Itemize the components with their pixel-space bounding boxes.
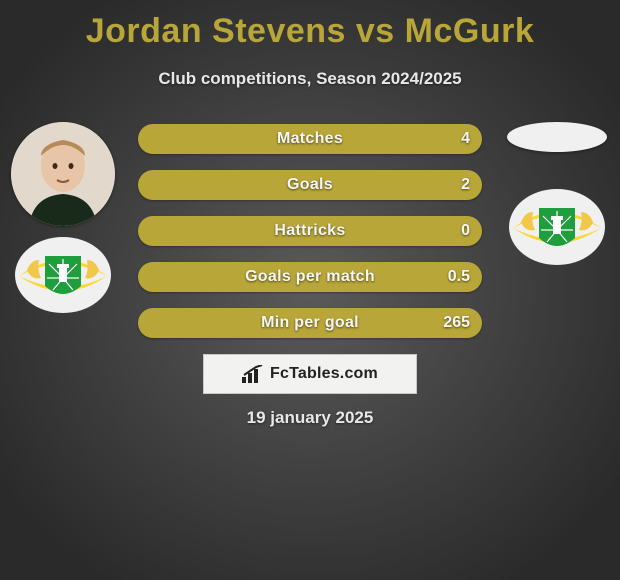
brand-box: FcTables.com [203, 354, 417, 394]
stat-value-right: 4 [461, 124, 470, 154]
stat-row: Goals per match 0.5 [138, 262, 482, 292]
avatar-placeholder-icon [11, 122, 115, 226]
stat-value-right: 2 [461, 170, 470, 200]
player-right-crest [507, 188, 607, 266]
stat-bars: Matches 4 Goals 2 Hattricks 0 Goals per … [138, 124, 482, 354]
club-crest-icon [507, 188, 607, 266]
brand-text: FcTables.com [270, 365, 378, 383]
stat-row: Hattricks 0 [138, 216, 482, 246]
player-left-column [8, 122, 118, 314]
date-text: 19 january 2025 [0, 408, 620, 428]
stat-label: Min per goal [138, 308, 482, 338]
player-left-crest [13, 236, 113, 314]
stat-value-right: 0.5 [448, 262, 470, 292]
player-right-avatar [507, 122, 607, 152]
stat-label: Goals per match [138, 262, 482, 292]
player-right-column [502, 122, 612, 266]
stat-value-right: 0 [461, 216, 470, 246]
subtitle: Club competitions, Season 2024/2025 [0, 69, 620, 89]
chart-icon [242, 365, 264, 383]
stat-label: Hattricks [138, 216, 482, 246]
stat-value-right: 265 [443, 308, 470, 338]
stat-label: Goals [138, 170, 482, 200]
stat-row: Matches 4 [138, 124, 482, 154]
page-title: Jordan Stevens vs McGurk [0, 0, 620, 51]
root: Jordan Stevens vs McGurk Club competitio… [0, 0, 620, 580]
player-left-avatar [11, 122, 115, 226]
club-crest-icon [13, 236, 113, 314]
stat-row: Goals 2 [138, 170, 482, 200]
stat-row: Min per goal 265 [138, 308, 482, 338]
stat-label: Matches [138, 124, 482, 154]
